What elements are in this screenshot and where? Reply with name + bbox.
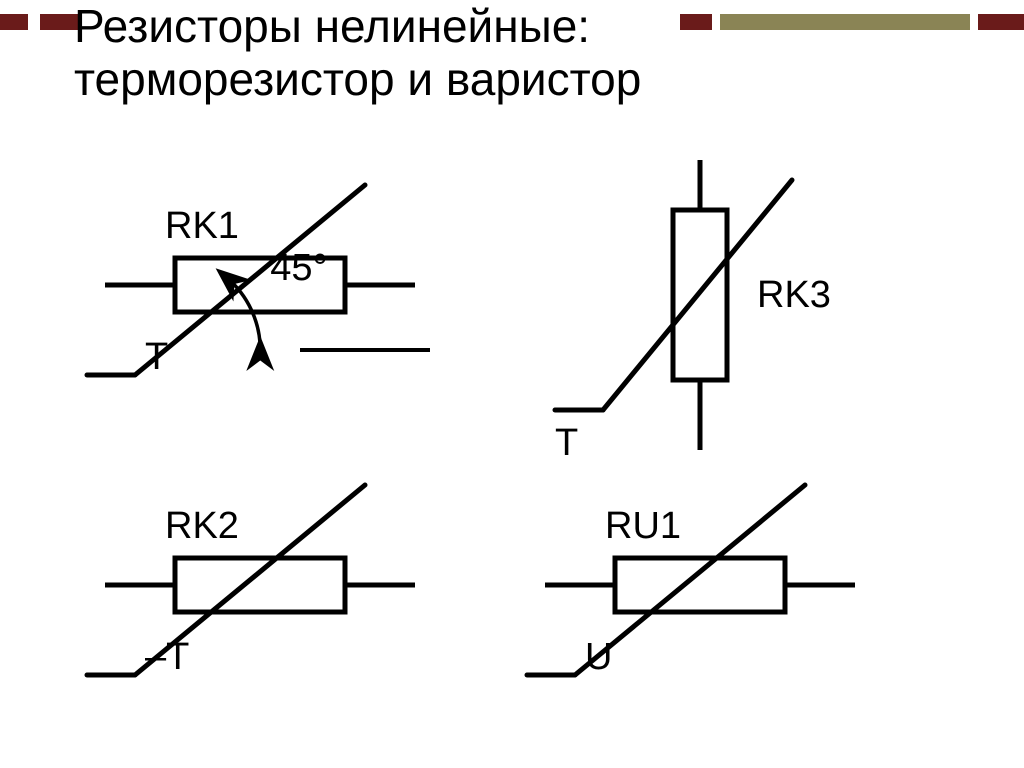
bar-seg-4 xyxy=(720,14,970,30)
rk1-ref: RK1 xyxy=(165,205,239,247)
rk1-symbol: RK1 T 45° xyxy=(87,185,430,378)
bar-seg-3 xyxy=(680,14,712,30)
title-line-2: терморезистор и варистор xyxy=(74,53,641,105)
rk3-sublabel: T xyxy=(555,422,578,464)
rk2-symbol: RK2 –T xyxy=(87,485,415,678)
title-line-1: Резисторы нелинейные: xyxy=(74,0,590,52)
schematic-svg: RK1 T 45° RK3 T RK2 –T RU1 U xyxy=(0,160,1024,760)
slide-title: Резисторы нелинейные: терморезистор и ва… xyxy=(74,0,641,106)
rk2-ref: RK2 xyxy=(165,505,239,547)
bar-seg-1 xyxy=(0,14,28,30)
ru1-symbol: RU1 U xyxy=(527,485,855,678)
angle-label: 45° xyxy=(270,247,327,289)
ru1-ref: RU1 xyxy=(605,505,681,547)
ru1-sublabel: U xyxy=(585,636,612,678)
rk1-sublabel: T xyxy=(145,336,168,378)
bar-seg-5 xyxy=(978,14,1024,30)
rk3-ref: RK3 xyxy=(757,274,831,316)
diagram-area: RK1 T 45° RK3 T RK2 –T RU1 U xyxy=(0,160,1024,760)
rk2-sublabel: –T xyxy=(145,636,189,678)
rk3-symbol: RK3 T xyxy=(555,160,831,464)
